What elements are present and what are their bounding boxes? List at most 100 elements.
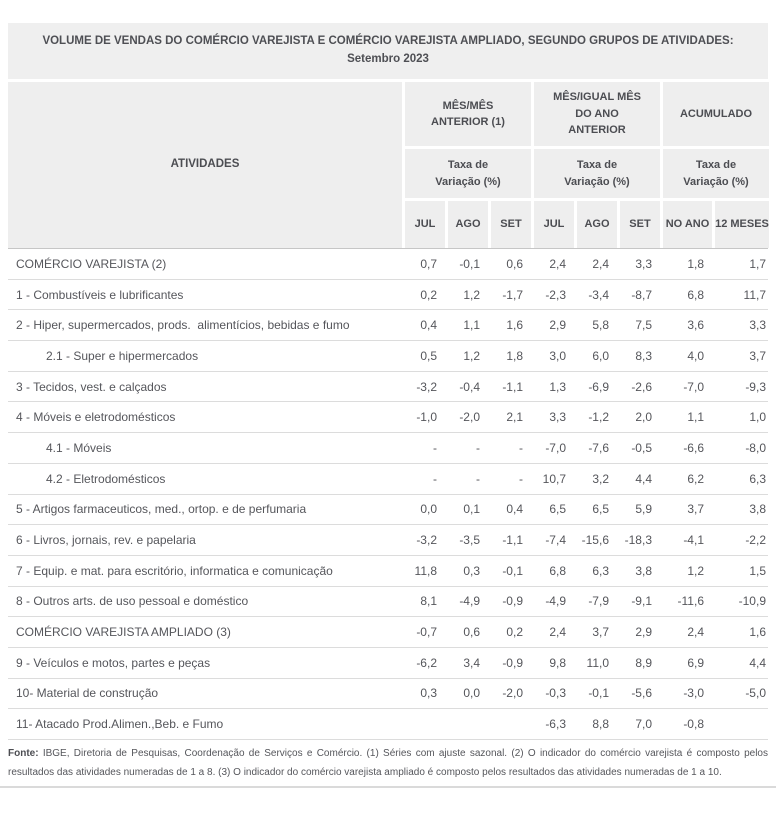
value-cell: 3,8	[749, 502, 766, 517]
table-body: COMÉRCIO VAREJISTA (2) 0,7 -0,1 0,6 2,4 …	[8, 249, 768, 740]
value-cell: 8,1	[420, 594, 437, 609]
unit-header-2-label: Taxa de Variação (%)	[564, 159, 630, 188]
value-cell: 6,5	[592, 502, 609, 517]
value-cell: -9,1	[631, 594, 652, 609]
value-cell: -11,6	[677, 594, 704, 609]
column-header-activities: ATIVIDADES	[8, 82, 402, 248]
activity-cell: 7 - Equip. e mat. para escritório, infor…	[16, 563, 333, 578]
value-cell: -8,7	[631, 287, 652, 302]
value-cell: -	[519, 440, 523, 455]
value-cell: -4,1	[683, 533, 704, 548]
page-title-line1: VOLUME DE VENDAS DO COMÉRCIO VAREJISTA E…	[42, 35, 734, 48]
activity-cell: 3 - Tecidos, vest. e calçados	[16, 379, 167, 394]
value-cell: -3,0	[683, 686, 704, 701]
table-row: 1 - Combustíveis e lubrificantes 0,2 1,2…	[8, 280, 768, 311]
value-cell: 0,5	[420, 348, 437, 363]
value-cell: -0,1	[459, 256, 480, 271]
value-cell: 0,4	[506, 502, 523, 517]
value-cell: -1,1	[502, 533, 523, 548]
table-row: 11- Atacado Prod.Alimen.,Beb. e Fumo -6,…	[8, 709, 768, 740]
value-cell: 4,4	[749, 655, 766, 670]
value-cell: -7,9	[588, 594, 609, 609]
activity-cell: 1 - Combustíveis e lubrificantes	[16, 287, 184, 302]
table-row: 3 - Tecidos, vest. e calçados -3,2 -0,4 …	[8, 372, 768, 403]
value-cell: 2,9	[549, 318, 566, 333]
bottom-divider	[0, 786, 776, 788]
value-cell: -0,7	[416, 625, 437, 640]
value-cell: 1,8	[687, 256, 704, 271]
report-container: VOLUME DE VENDAS DO COMÉRCIO VAREJISTA E…	[0, 23, 776, 788]
value-cell: -7,0	[683, 379, 704, 394]
value-cell: -3,4	[588, 287, 609, 302]
activity-cell: 5 - Artigos farmaceuticos, med., ortop. …	[16, 502, 307, 517]
value-cell: -18,3	[624, 533, 652, 548]
value-cell: -	[433, 440, 437, 455]
activity-cell: 10- Material de construção	[16, 686, 159, 701]
value-cell: 1,6	[506, 318, 523, 333]
value-cell: 6,0	[592, 348, 609, 363]
value-cell: 0,1	[463, 502, 480, 517]
group-header-accumulated: ACUMULADO	[663, 82, 769, 146]
value-cell: 10,7	[542, 471, 566, 486]
value-cell: -8,0	[745, 440, 766, 455]
value-cell: 1,1	[463, 318, 480, 333]
value-cell: 1,2	[463, 287, 480, 302]
unit-header-1-label: Taxa de Variação (%)	[435, 159, 501, 188]
value-cell: -2,2	[745, 533, 766, 548]
value-cell: -2,6	[631, 379, 652, 394]
value-cell: -0,3	[545, 686, 566, 701]
value-cell: 4,4	[635, 471, 652, 486]
value-cell: 2,4	[592, 256, 609, 271]
value-cell: -6,3	[545, 717, 566, 732]
table-row: 7 - Equip. e mat. para escritório, infor…	[8, 556, 768, 587]
value-cell: 3,3	[549, 410, 566, 425]
value-cell: 11,7	[743, 287, 766, 302]
value-cell: 2,4	[687, 625, 704, 640]
value-cell: 0,6	[463, 625, 480, 640]
value-cell: -7,4	[545, 533, 566, 548]
value-cell: -3,2	[416, 379, 437, 394]
value-cell: 2,0	[635, 410, 652, 425]
value-cell: -0,1	[502, 563, 523, 578]
value-cell: 6,9	[687, 655, 704, 670]
table-row: 9 - Veículos e motos, partes e peças -6,…	[8, 648, 768, 679]
value-cell: -0,9	[502, 655, 523, 670]
value-cell: 0,3	[463, 563, 480, 578]
value-cell: 2,4	[549, 625, 566, 640]
value-cell: 0,2	[506, 625, 523, 640]
activity-cell: 4.2 - Eletrodomésticos	[46, 471, 166, 486]
value-cell: -0,5	[631, 440, 652, 455]
value-cell: 1,7	[749, 256, 766, 271]
value-cell: -0,4	[459, 379, 480, 394]
unit-header-2: Taxa de Variação (%)	[534, 149, 660, 198]
value-cell: -5,6	[631, 686, 652, 701]
page-title: VOLUME DE VENDAS DO COMÉRCIO VAREJISTA E…	[8, 23, 768, 79]
value-cell: 0,4	[420, 318, 437, 333]
value-cell: 1,3	[549, 379, 566, 394]
value-cell: 3,3	[749, 318, 766, 333]
value-cell: 1,0	[749, 410, 766, 425]
value-cell: -15,6	[581, 533, 609, 548]
table-row: COMÉRCIO VAREJISTA AMPLIADO (3) -0,7 0,6…	[8, 617, 768, 648]
value-cell: 1,8	[506, 348, 523, 363]
value-cell: 3,0	[549, 348, 566, 363]
value-cell: -7,0	[545, 440, 566, 455]
value-cell: -2,3	[545, 287, 566, 302]
unit-header-1: Taxa de Variação (%)	[405, 149, 531, 198]
group-header-year-over-year: MÊS/IGUAL MÊS DO ANO ANTERIOR	[534, 82, 660, 146]
table-row: 2.1 - Super e hipermercados 0,5 1,2 1,8 …	[8, 341, 768, 372]
source-label: Fonte:	[8, 748, 39, 759]
value-cell: 0,0	[463, 686, 480, 701]
value-cell: 2,1	[506, 410, 523, 425]
activity-cell: COMÉRCIO VAREJISTA AMPLIADO (3)	[16, 625, 231, 640]
unit-header-3: Taxa de Variação (%)	[663, 149, 769, 198]
column-header-set-2: SET	[620, 201, 660, 248]
value-cell: 8,3	[635, 348, 652, 363]
value-cell: -3,5	[459, 533, 480, 548]
value-cell: -1,2	[588, 410, 609, 425]
value-cell: 6,8	[549, 563, 566, 578]
value-cell: 3,8	[635, 563, 652, 578]
value-cell: -2,0	[502, 686, 523, 701]
value-cell: -2,0	[459, 410, 480, 425]
activity-cell: 8 - Outros arts. de uso pessoal e domést…	[16, 594, 249, 609]
